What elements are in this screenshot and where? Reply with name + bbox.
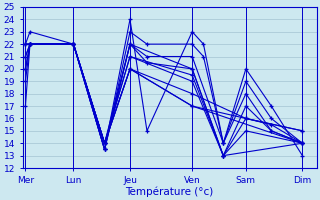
X-axis label: Température (°c): Température (°c) [125,186,214,197]
